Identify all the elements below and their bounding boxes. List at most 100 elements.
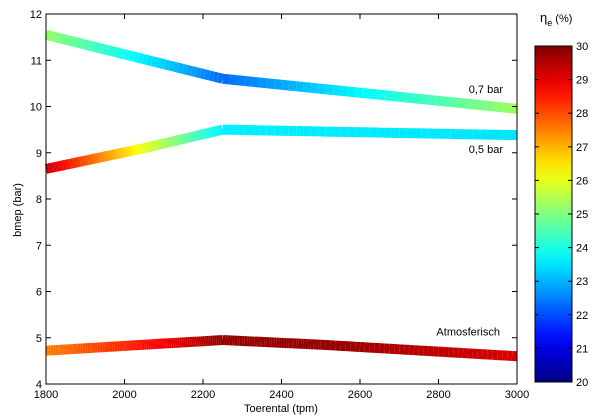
colorbar-tick-label: 28 bbox=[576, 108, 588, 120]
series-segment bbox=[54, 161, 60, 172]
series-segment bbox=[103, 151, 109, 162]
x-tick-label: 2400 bbox=[269, 389, 293, 401]
colorbar-tick-label: 20 bbox=[576, 377, 588, 389]
series-segment bbox=[106, 45, 114, 57]
series-segment bbox=[141, 54, 149, 65]
series-segment bbox=[106, 150, 111, 161]
series-segment bbox=[420, 94, 430, 105]
series-segment bbox=[406, 92, 415, 104]
y-tick-label: 10 bbox=[30, 102, 42, 114]
series-segment bbox=[181, 64, 189, 75]
series-segment bbox=[76, 156, 82, 168]
series-segment bbox=[317, 83, 327, 95]
series-line bbox=[44, 124, 518, 174]
series-segment bbox=[244, 76, 253, 87]
series-segment bbox=[501, 102, 511, 114]
series-segment bbox=[509, 103, 518, 114]
series-segment bbox=[49, 162, 55, 173]
series-segment bbox=[212, 71, 220, 83]
series-segment bbox=[494, 101, 503, 113]
series-label: Atmosferisch bbox=[436, 326, 500, 338]
series-segment bbox=[273, 79, 283, 90]
series-segment bbox=[121, 147, 126, 158]
y-tick-label: 9 bbox=[36, 148, 42, 160]
series-segment bbox=[47, 163, 52, 174]
series-segment bbox=[464, 98, 474, 110]
series-segment bbox=[203, 69, 211, 81]
series-segment bbox=[280, 79, 290, 91]
colorbar-tick-label: 22 bbox=[576, 310, 588, 322]
series-segment bbox=[295, 81, 305, 92]
series-segment bbox=[101, 151, 106, 162]
series-segment bbox=[159, 58, 167, 70]
series-segment bbox=[119, 48, 127, 60]
series-segment bbox=[111, 149, 116, 160]
y-axis-label: bmep (bar) bbox=[12, 183, 24, 237]
y-tick-label: 6 bbox=[36, 287, 42, 299]
series-segment bbox=[266, 78, 275, 89]
colorbar-tick-label: 26 bbox=[576, 175, 588, 187]
series-segment bbox=[487, 100, 496, 112]
series-label: 0,5 bar bbox=[469, 144, 504, 156]
colorbar-title-unit: (%) bbox=[552, 13, 572, 25]
series-segment bbox=[111, 46, 118, 58]
series-segment bbox=[413, 93, 422, 105]
colorbar-tick-label: 25 bbox=[576, 209, 588, 221]
series-segment bbox=[80, 38, 87, 50]
series-line bbox=[45, 335, 518, 362]
series-segment bbox=[52, 161, 57, 173]
y-ticks: 4 5 6 7 8 9 10 11 12 bbox=[30, 9, 517, 391]
colorbar-tick-label: 27 bbox=[576, 142, 588, 154]
series-segment bbox=[86, 154, 92, 165]
plot-area bbox=[46, 14, 517, 384]
series-segment bbox=[84, 39, 92, 51]
y-tick-label: 12 bbox=[30, 9, 42, 21]
series-segment bbox=[236, 75, 246, 86]
series-segment bbox=[88, 40, 96, 52]
series-segment bbox=[450, 97, 459, 108]
series-segment bbox=[361, 88, 371, 99]
series-segment bbox=[208, 70, 216, 82]
series-segment bbox=[135, 144, 141, 155]
colorbar-tick-label: 30 bbox=[576, 41, 588, 53]
series-segment bbox=[435, 95, 444, 107]
series-segment bbox=[79, 156, 84, 167]
x-tick-label: 1800 bbox=[34, 389, 58, 401]
colorbar-title: ηe (%) bbox=[540, 10, 572, 28]
series-segment bbox=[155, 57, 163, 69]
series-segment bbox=[64, 159, 70, 170]
series-segment bbox=[137, 53, 145, 64]
series-segment bbox=[125, 146, 131, 157]
series-segment bbox=[376, 89, 386, 101]
series-segment bbox=[133, 144, 138, 156]
x-tick-label: 2000 bbox=[112, 389, 136, 401]
series-segment bbox=[66, 35, 74, 47]
series-segment bbox=[217, 72, 224, 84]
colorbar bbox=[534, 45, 573, 383]
series-label: 0,7 bar bbox=[469, 84, 504, 96]
series-segment bbox=[71, 36, 79, 48]
series-labels: 0,7 bar 0,5 bar Atmosferisch bbox=[436, 84, 503, 338]
series-segment bbox=[67, 158, 72, 170]
series-segment bbox=[49, 31, 57, 42]
series-segment bbox=[457, 97, 466, 109]
series-segment bbox=[71, 157, 77, 169]
y-tick-label: 7 bbox=[36, 240, 42, 252]
y-tick-label: 4 bbox=[36, 379, 42, 391]
series-segment bbox=[96, 152, 102, 163]
series-segment bbox=[332, 85, 341, 96]
series-segment bbox=[222, 73, 231, 85]
series-segment bbox=[89, 154, 94, 165]
series-segment bbox=[124, 49, 132, 61]
series-segment bbox=[97, 43, 105, 54]
series-segment bbox=[251, 76, 260, 88]
series-segment bbox=[347, 86, 356, 98]
colorbar-title-main: η bbox=[540, 10, 547, 25]
y-tick-label: 8 bbox=[36, 194, 42, 206]
x-tick-label: 2600 bbox=[348, 389, 372, 401]
series-segment bbox=[194, 67, 202, 79]
series-segment bbox=[339, 85, 349, 97]
series-segment bbox=[325, 84, 334, 95]
x-ticks: 1800 2000 2200 2400 2600 2800 3000 bbox=[34, 14, 529, 401]
series-segment bbox=[62, 159, 67, 171]
